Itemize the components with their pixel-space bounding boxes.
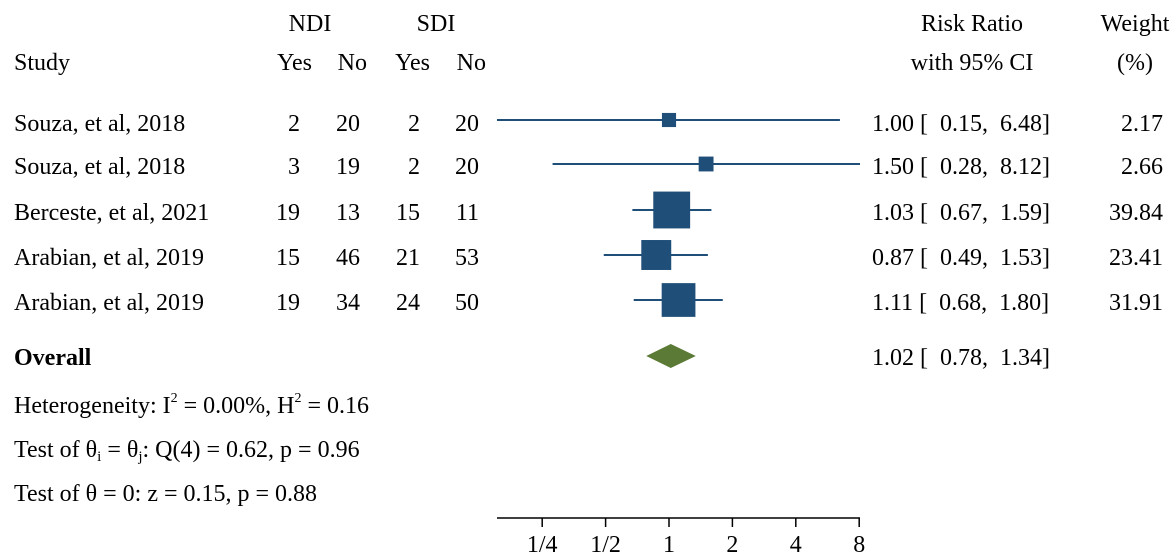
h2-superscript: 2 <box>294 391 301 406</box>
h2-value: = 0.16 <box>301 393 369 419</box>
x-tick-label: 8 <box>853 532 865 558</box>
x-tick-label: 1/2 <box>590 532 621 558</box>
x-tick-label: 2 <box>726 532 738 558</box>
homogeneity-rest: : Q(4) = 0.62, p = 0.96 <box>143 437 360 463</box>
i2-superscript: 2 <box>171 391 178 406</box>
sdi-no-count: 20 <box>455 111 479 137</box>
study-row-3: Berceste, et al, 2021 19 13 15 11 1.03 [… <box>14 200 1163 226</box>
risk-ratio-ci: 1.00 [ 0.15, 6.48] <box>872 111 1050 137</box>
study-label: Arabian, et al, 2019 <box>14 245 204 271</box>
sdi-no-count: 50 <box>455 290 479 316</box>
sdi-yes-count: 2 <box>408 111 420 137</box>
header-ndi-no: No <box>338 50 367 76</box>
header-study: Study <box>14 50 70 76</box>
ndi-no-count: 34 <box>336 290 360 316</box>
overall-diamond <box>646 344 696 368</box>
ndi-yes-count: 19 <box>276 290 300 316</box>
subscript-i: i <box>97 449 101 465</box>
sdi-yes-count: 24 <box>396 290 420 316</box>
study-label: Souza, et al, 2018 <box>14 111 185 137</box>
ndi-yes-count: 2 <box>288 111 300 137</box>
homogeneity-prefix: Test of θ <box>14 437 97 463</box>
effect-square <box>641 240 672 270</box>
ndi-no-count: 46 <box>336 245 360 271</box>
ndi-no-count: 13 <box>336 200 360 226</box>
heterogeneity-prefix: Heterogeneity: I <box>14 393 171 419</box>
overall-label: Overall <box>14 345 92 371</box>
x-axis: 1/4 1/2 1 2 4 8 <box>497 517 865 558</box>
effect-test: Test of θ = 0: z = 0.15, p = 0.88 <box>14 481 317 507</box>
sdi-yes-count: 15 <box>396 200 420 226</box>
header-with-ci: with 95% CI <box>911 50 1034 76</box>
x-tick-label: 1 <box>663 532 675 558</box>
effect-square <box>661 112 677 128</box>
study-label: Arabian, et al, 2019 <box>14 290 204 316</box>
homogeneity-test: Test of θi = θj: Q(4) = 0.62, p = 0.96 <box>14 437 360 465</box>
column-headers: NDI SDI Study Yes No Yes No Risk Ratio w… <box>14 11 1170 76</box>
risk-ratio-ci: 1.03 [ 0.67, 1.59] <box>872 200 1050 226</box>
subscript-j: j <box>137 449 142 465</box>
overall-risk-ratio-ci: 1.02 [ 0.78, 1.34] <box>872 345 1050 371</box>
header-sdi-no: No <box>457 50 486 76</box>
header-weight: Weight <box>1101 11 1170 37</box>
x-tick-label: 1/4 <box>527 532 558 558</box>
effect-square <box>698 156 714 172</box>
header-ndi: NDI <box>289 11 332 37</box>
ndi-yes-count: 19 <box>276 200 300 226</box>
plot-marks <box>497 112 860 368</box>
effect-square <box>661 283 696 317</box>
sdi-no-count: 20 <box>455 154 479 180</box>
study-label: Souza, et al, 2018 <box>14 154 185 180</box>
study-row-4: Arabian, et al, 2019 15 46 21 53 0.87 [ … <box>14 245 1163 271</box>
sdi-no-count: 11 <box>456 200 479 226</box>
risk-ratio-ci: 1.11 [ 0.68, 1.80] <box>872 290 1049 316</box>
sdi-yes-count: 21 <box>396 245 420 271</box>
weight-value: 39.84 <box>1109 200 1163 226</box>
overall-row: Overall 1.02 [ 0.78, 1.34] <box>14 345 1050 371</box>
i2-value: = 0.00%, H <box>178 393 295 419</box>
header-risk-ratio: Risk Ratio <box>921 11 1023 37</box>
ndi-no-count: 19 <box>336 154 360 180</box>
weight-value: 23.41 <box>1109 245 1163 271</box>
heterogeneity-stat: Heterogeneity: I2 = 0.00%, H2 = 0.16 <box>14 391 369 419</box>
weight-value: 2.17 <box>1121 111 1163 137</box>
ndi-yes-count: 3 <box>288 154 300 180</box>
homogeneity-eq: = θ <box>101 437 138 463</box>
sdi-yes-count: 2 <box>408 154 420 180</box>
sdi-no-count: 53 <box>455 245 479 271</box>
header-sdi-yes: Yes <box>395 50 430 76</box>
study-row-1: Souza, et al, 2018 2 20 2 20 1.00 [ 0.15… <box>14 111 1163 137</box>
ndi-yes-count: 15 <box>276 245 300 271</box>
header-weight-unit: (%) <box>1117 50 1153 76</box>
header-ndi-yes: Yes <box>277 50 312 76</box>
risk-ratio-ci: 0.87 [ 0.49, 1.53] <box>872 245 1050 271</box>
weight-value: 2.66 <box>1121 154 1163 180</box>
x-tick-label: 4 <box>790 532 802 558</box>
effect-square <box>653 191 691 229</box>
study-row-5: Arabian, et al, 2019 19 34 24 50 1.11 [ … <box>14 290 1163 316</box>
study-row-2: Souza, et al, 2018 3 19 2 20 1.50 [ 0.28… <box>14 154 1163 180</box>
ndi-no-count: 20 <box>336 111 360 137</box>
header-sdi: SDI <box>417 11 456 37</box>
study-label: Berceste, et al, 2021 <box>14 200 209 226</box>
weight-value: 31.91 <box>1109 290 1163 316</box>
risk-ratio-ci: 1.50 [ 0.28, 8.12] <box>872 154 1050 180</box>
